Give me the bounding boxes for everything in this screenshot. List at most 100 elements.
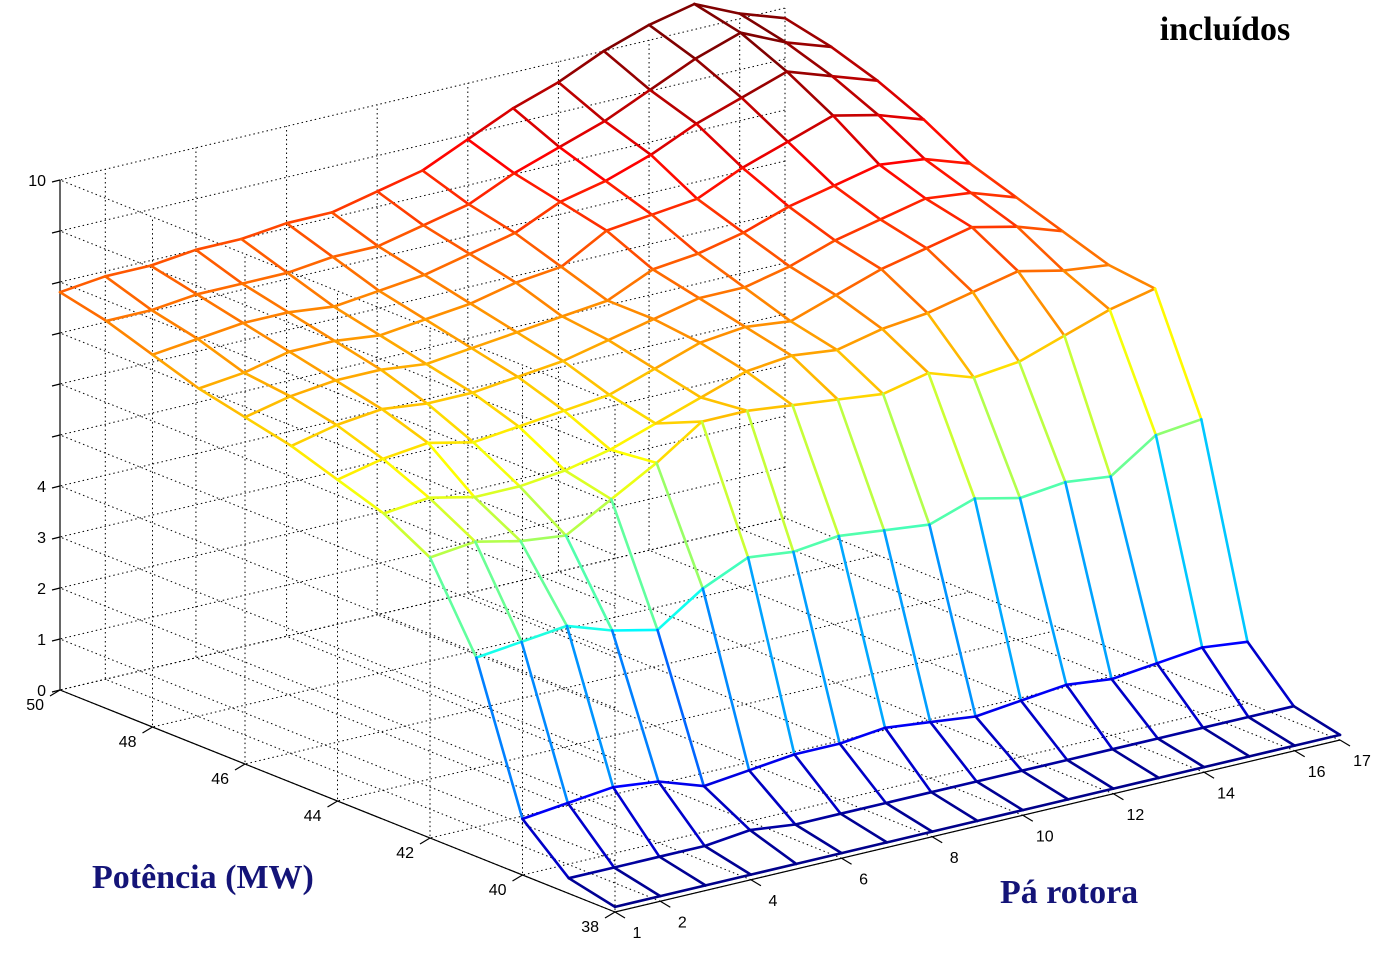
surface-edge <box>1020 758 1069 773</box>
surface-edge <box>876 79 926 121</box>
surface-edge <box>332 289 381 308</box>
surface-edge <box>786 114 835 143</box>
surface-edge <box>565 624 614 632</box>
surface-edge <box>422 224 472 256</box>
surface-edge <box>740 96 790 143</box>
surface-edge <box>741 166 791 208</box>
surface-edge <box>378 318 427 337</box>
surface-edge <box>466 106 515 141</box>
x-tick-label: 17 <box>1353 753 1371 770</box>
surface-edge <box>1064 475 1112 484</box>
surface-edge <box>243 394 292 419</box>
surface-edge <box>381 441 430 461</box>
surface-edge <box>794 851 843 866</box>
surface-edge <box>566 801 616 869</box>
surface-edge <box>747 768 797 826</box>
surface-edge <box>976 808 1025 823</box>
y-tick-label: 42 <box>396 845 414 862</box>
y-tick-label: 38 <box>581 919 599 936</box>
surface-edge <box>335 407 384 427</box>
surface-edge <box>564 497 613 537</box>
surface-edge <box>837 534 887 730</box>
surface-edge <box>923 157 972 165</box>
surface-edge <box>701 556 750 590</box>
surface-edge <box>151 337 200 357</box>
surface-edge <box>427 495 476 500</box>
surface-edge <box>606 299 656 321</box>
surface-edge <box>831 114 881 166</box>
surface-edge <box>838 726 887 745</box>
grid-line <box>286 126 842 859</box>
surface-edge <box>466 138 516 175</box>
surface-edge <box>382 496 431 515</box>
surface-edge <box>1019 683 1068 702</box>
surface-edge <box>1107 263 1157 290</box>
grid-line <box>739 18 1295 752</box>
surface-edge <box>242 350 291 375</box>
surface-edge <box>832 163 881 187</box>
surface-edge <box>285 221 335 259</box>
grid-line <box>58 7 786 403</box>
surface-edge <box>242 371 292 398</box>
surface-edge <box>694 122 744 169</box>
surface-edge <box>878 197 927 221</box>
surface-edge <box>743 286 792 323</box>
surface-edge <box>834 293 884 331</box>
x-tick-mark <box>614 911 626 919</box>
surface-edge <box>470 330 519 350</box>
surface-edge <box>1018 496 1068 687</box>
surface-edge <box>511 80 560 110</box>
surface-edge <box>331 255 381 293</box>
surface-edge <box>839 812 889 844</box>
surface-edge <box>697 286 746 300</box>
surface-edge <box>376 244 426 277</box>
surface-edge <box>241 321 291 354</box>
surface-edge <box>423 302 472 321</box>
surface-edge <box>696 252 746 289</box>
surface-edge <box>789 293 838 323</box>
surface-edge <box>610 629 660 783</box>
surface-edge <box>241 310 290 325</box>
surface-edge <box>197 387 247 419</box>
surface-edge <box>926 290 975 315</box>
surface-edge <box>927 371 977 500</box>
surface-edge <box>602 49 652 92</box>
surface-edge <box>427 496 477 544</box>
surface-edge <box>376 224 425 248</box>
surface-edge <box>518 484 568 537</box>
surface-edge <box>607 338 657 371</box>
surface-edge <box>286 271 336 308</box>
x-tick-label: 10 <box>1036 828 1054 845</box>
surface-edge <box>969 191 1018 199</box>
surface-edge <box>971 269 1020 294</box>
surface-edge <box>647 2 696 27</box>
surface-edge <box>835 348 885 396</box>
surface-edge <box>289 444 339 482</box>
surface-edge <box>1065 677 1113 687</box>
z-tick-mark <box>51 485 61 489</box>
x-tick-label: 8 <box>950 850 959 867</box>
surface-edge <box>151 353 201 390</box>
surface-edge <box>606 268 655 302</box>
x-tick-mark <box>841 857 852 865</box>
surface-edge <box>922 118 972 165</box>
z-tick-label: 1 <box>37 632 46 649</box>
surface-edge <box>330 190 379 214</box>
surface-edge <box>423 318 473 350</box>
surface-edge <box>973 496 1022 500</box>
surface-edge <box>105 308 153 323</box>
surface-edge <box>379 362 428 372</box>
x-tick-mark <box>1339 739 1351 747</box>
surface-edge <box>1200 646 1250 719</box>
y-tick-mark <box>419 837 431 845</box>
surface-edge <box>558 179 607 204</box>
x-tick-label: 12 <box>1127 807 1145 824</box>
x-tick-mark <box>660 900 671 908</box>
surface-edge <box>738 12 787 20</box>
surface-edge <box>970 225 1019 229</box>
surface-edge <box>288 379 337 398</box>
surface-edge <box>1246 640 1296 708</box>
surface-edge <box>878 218 928 250</box>
surface-edge <box>974 715 1024 773</box>
